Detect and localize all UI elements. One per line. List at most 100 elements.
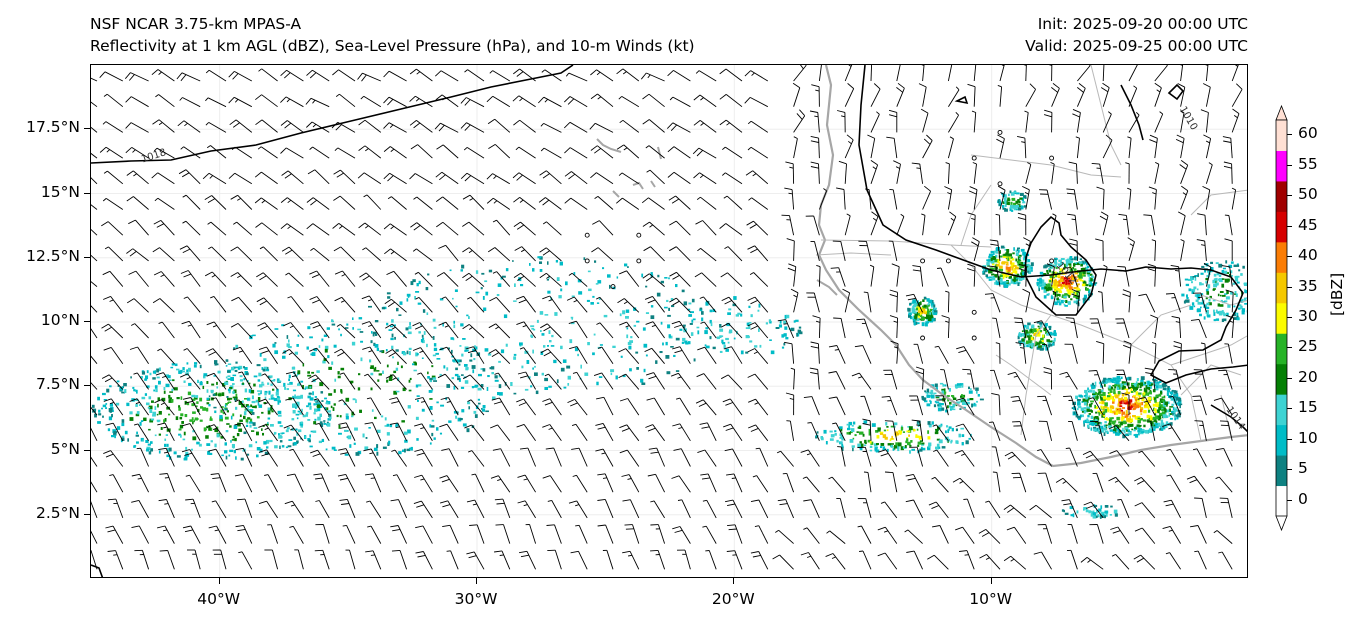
reflectivity-echo bbox=[1068, 260, 1073, 264]
reflectivity-echo bbox=[898, 442, 902, 447]
wind-barb bbox=[257, 398, 278, 416]
reflectivity-echo bbox=[547, 261, 549, 265]
wind-barb bbox=[999, 65, 1005, 82]
wind-barb bbox=[415, 551, 433, 570]
reflectivity-echo bbox=[549, 340, 552, 343]
reflectivity-echo bbox=[317, 416, 321, 421]
reflectivity-echo bbox=[278, 401, 282, 403]
reflectivity-echo bbox=[1083, 300, 1086, 302]
reflectivity-echo bbox=[1028, 336, 1031, 341]
country-borders bbox=[815, 65, 1247, 442]
calm-marker bbox=[1049, 258, 1055, 264]
wind-barb bbox=[136, 447, 150, 467]
reflectivity-echo bbox=[1138, 421, 1141, 423]
reflectivity-echo bbox=[157, 403, 159, 408]
reflectivity-echo bbox=[494, 375, 498, 379]
wind-barb bbox=[1224, 343, 1233, 364]
reflectivity-echo bbox=[834, 430, 837, 433]
reflectivity-echo bbox=[1122, 407, 1126, 409]
wind-barb bbox=[1010, 395, 1027, 416]
reflectivity-echo bbox=[1192, 276, 1197, 278]
reflectivity-echo bbox=[1045, 330, 1048, 335]
reflectivity-echo bbox=[168, 447, 172, 452]
reflectivity-echo bbox=[357, 328, 362, 331]
reflectivity-echo bbox=[825, 441, 828, 445]
reflectivity-echo bbox=[351, 415, 354, 418]
reflectivity-echo bbox=[1014, 270, 1018, 274]
reflectivity-echo bbox=[482, 296, 485, 300]
calm-marker bbox=[584, 258, 590, 264]
wind-barb bbox=[642, 93, 665, 108]
reflectivity-echo bbox=[1117, 382, 1121, 385]
reflectivity-echo bbox=[1102, 513, 1105, 516]
wind-barb bbox=[921, 65, 925, 82]
colorbar-label: 10 bbox=[1298, 428, 1318, 447]
wind-barb bbox=[434, 70, 459, 82]
wind-barb bbox=[650, 549, 666, 570]
reflectivity-echo bbox=[643, 368, 646, 373]
reflectivity-echo bbox=[443, 365, 446, 369]
reflectivity-echo bbox=[1122, 427, 1124, 432]
reflectivity-echo bbox=[186, 369, 189, 373]
reflectivity-echo bbox=[185, 452, 189, 454]
wind-barb bbox=[309, 296, 330, 313]
reflectivity-echo bbox=[795, 319, 799, 322]
reflectivity-echo bbox=[1081, 410, 1086, 413]
reflectivity-echo bbox=[222, 383, 226, 387]
wind-barb bbox=[720, 272, 743, 287]
wind-barb bbox=[723, 195, 743, 210]
reflectivity-echo bbox=[728, 308, 732, 311]
reflectivity-echo bbox=[705, 301, 709, 306]
wind-barb bbox=[616, 68, 640, 82]
reflectivity-echo bbox=[184, 414, 188, 418]
reflectivity-echo bbox=[176, 397, 180, 400]
colorbar-segment bbox=[1276, 120, 1287, 151]
reflectivity-echo bbox=[759, 344, 762, 348]
reflectivity-echo bbox=[701, 311, 704, 315]
reflectivity-echo bbox=[311, 371, 315, 374]
reflectivity-echo bbox=[1138, 432, 1140, 436]
reflectivity-echo bbox=[526, 360, 530, 364]
wind-barb bbox=[1192, 395, 1207, 416]
reflectivity-echo bbox=[220, 409, 223, 413]
reflectivity-echo bbox=[1193, 305, 1196, 308]
reflectivity-echo bbox=[740, 313, 743, 317]
wind-barb bbox=[842, 288, 851, 313]
reflectivity-echo bbox=[1168, 388, 1171, 391]
reflectivity-echo bbox=[1025, 340, 1029, 344]
reflectivity-echo bbox=[262, 368, 266, 372]
reflectivity-echo bbox=[946, 425, 949, 428]
reflectivity-echo bbox=[176, 368, 180, 371]
wind-barb bbox=[436, 221, 459, 236]
wind-barb bbox=[1180, 65, 1184, 82]
wind-barb bbox=[1051, 213, 1057, 236]
reflectivity-echo bbox=[168, 399, 173, 403]
reflectivity-echo bbox=[1117, 378, 1122, 382]
reflectivity-echo bbox=[314, 398, 317, 402]
reflectivity-echo bbox=[326, 400, 328, 404]
reflectivity-echo bbox=[467, 401, 471, 405]
wind-barb bbox=[1012, 421, 1027, 441]
reflectivity-echo bbox=[1120, 383, 1123, 388]
reflectivity-echo bbox=[325, 448, 328, 451]
wind-barb bbox=[126, 196, 149, 210]
reflectivity-echo bbox=[909, 444, 912, 447]
reflectivity-echo bbox=[416, 283, 419, 287]
calm-wind-markers bbox=[584, 129, 1055, 341]
wind-barb bbox=[1042, 343, 1053, 364]
reflectivity-echo bbox=[1073, 263, 1076, 267]
reflectivity-echo bbox=[196, 401, 199, 404]
reflectivity-echo bbox=[257, 392, 261, 396]
reflectivity-echo bbox=[1137, 429, 1141, 433]
reflectivity-echo bbox=[1083, 401, 1087, 406]
reflectivity-echo bbox=[1154, 413, 1157, 416]
reflectivity-echo bbox=[933, 312, 938, 316]
reflectivity-echo bbox=[154, 385, 158, 389]
wind-barb bbox=[1080, 557, 1104, 570]
reflectivity-echo bbox=[1094, 406, 1098, 409]
reflectivity-echo bbox=[327, 355, 330, 359]
reflectivity-echo bbox=[914, 315, 918, 320]
reflectivity-echo bbox=[473, 386, 478, 388]
reflectivity-echo bbox=[264, 390, 268, 394]
reflectivity-echo bbox=[227, 402, 230, 404]
